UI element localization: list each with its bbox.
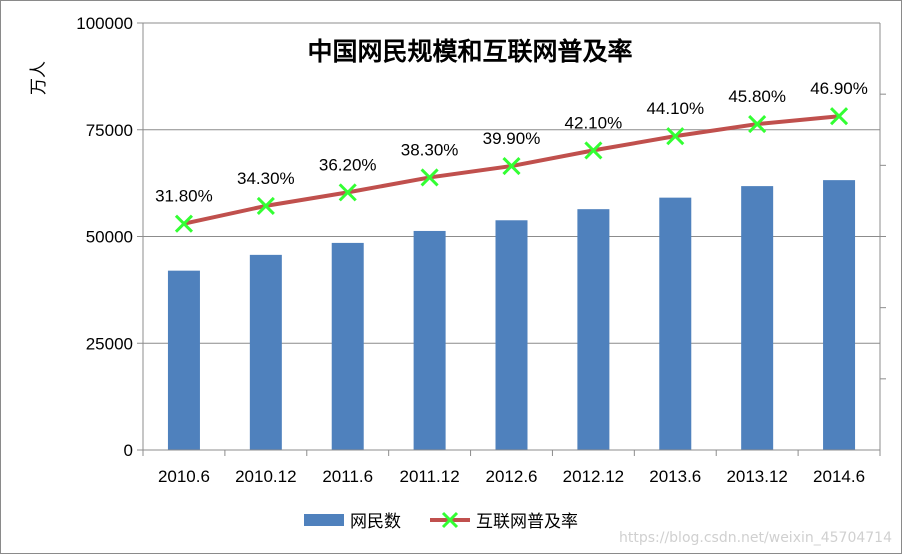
legend-line-label: 互联网普及率 — [476, 512, 578, 532]
y-tick-label: 50000 — [86, 228, 133, 247]
data-label: 44.10% — [646, 99, 704, 118]
axes — [142, 23, 881, 456]
x-tick-labels: 2010.6 2010.12 2011.6 2011.12 2012.6 2012.12 2… — [158, 467, 865, 486]
line-point — [829, 107, 849, 126]
bar — [823, 180, 856, 451]
line-point — [584, 141, 603, 160]
legend: 网民数 互联网普及率 — [304, 511, 578, 532]
data-label: 36.20% — [319, 155, 377, 174]
line-point — [174, 214, 194, 233]
x-tick-label: 2011.12 — [400, 467, 460, 486]
legend-marker-icon — [441, 511, 459, 529]
data-label: 46.90% — [810, 79, 868, 98]
data-label: 42.10% — [565, 113, 623, 132]
y-tick-label: 0 — [124, 441, 133, 460]
data-label: 38.30% — [401, 140, 459, 159]
line-point — [748, 114, 767, 134]
bar — [331, 242, 364, 450]
bar-series — [167, 180, 856, 451]
y-axis-label: 万人 — [29, 61, 49, 95]
bar — [495, 220, 528, 450]
x-tick-label: 2010.6 — [158, 467, 210, 486]
data-label: 34.30% — [237, 169, 295, 188]
x-tick-label: 2013.12 — [726, 467, 787, 486]
line-point — [338, 183, 357, 202]
chart-title: 中国网民规模和互联网普及率 — [307, 37, 632, 66]
bar — [413, 230, 446, 450]
data-label: 39.90% — [483, 129, 541, 148]
bar — [741, 186, 774, 450]
line-point — [666, 127, 685, 146]
bar — [659, 197, 692, 450]
y-tick-label: 100000 — [76, 14, 133, 33]
x-tick-label: 2010.12 — [235, 467, 296, 486]
bar — [577, 209, 610, 450]
x-tick-label: 2011.6 — [322, 467, 373, 486]
data-label: 45.80% — [728, 87, 786, 106]
y-tick-label: 75000 — [86, 121, 133, 140]
y-tick-label: 25000 — [86, 334, 133, 353]
x-tick-label: 2013.6 — [649, 467, 701, 486]
line-point — [502, 156, 521, 176]
bar — [167, 270, 200, 450]
data-labels: 31.80% 34.30% 36.20% 38.30% 39.90% 42.10% 44.1… — [155, 79, 868, 205]
watermark: https://blog.csdn.net/weixin_45704714 — [619, 530, 892, 546]
line-markers — [174, 107, 849, 233]
x-tick-label: 2014.6 — [813, 467, 865, 486]
y-tick-labels: 0 25000 50000 75000 100000 — [76, 14, 133, 460]
data-label: 31.80% — [155, 187, 213, 206]
x-tick-label: 2012.12 — [563, 467, 624, 486]
bar — [249, 254, 282, 450]
legend-bar-label: 网民数 — [350, 512, 401, 532]
line-point — [420, 168, 439, 187]
line-point — [256, 196, 275, 215]
x-tick-label: 2012.6 — [486, 467, 538, 486]
legend-bar-swatch — [304, 514, 344, 526]
